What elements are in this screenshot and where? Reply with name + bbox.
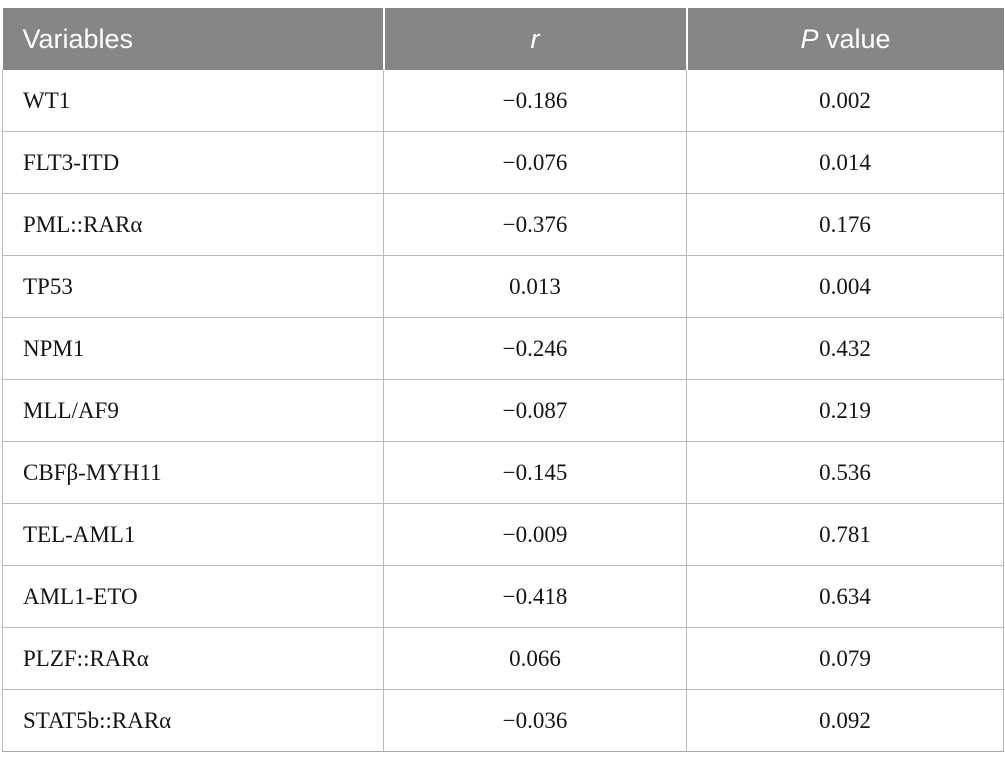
- cell-p-value: 0.004: [686, 255, 1004, 318]
- table-row: PML::RARα −0.376 0.176: [2, 193, 1004, 256]
- table-row: PLZF::RARα 0.066 0.079: [2, 627, 1004, 690]
- header-label-r: r: [530, 23, 540, 54]
- header-cell-p-value: P value: [685, 8, 1004, 70]
- header-cell-r: r: [382, 8, 687, 70]
- correlation-table: Variables r P value WT1 −0.186 0.002 FLT…: [2, 8, 1004, 752]
- cell-variable: PML::RARα: [2, 193, 384, 256]
- cell-variable: FLT3-ITD: [2, 131, 384, 194]
- header-cell-variables: Variables: [2, 8, 384, 70]
- table-row: STAT5b::RARα −0.036 0.092: [2, 689, 1004, 752]
- cell-variable: TEL-AML1: [2, 503, 384, 566]
- cell-variable: PLZF::RARα: [2, 627, 384, 690]
- cell-p-value: 0.014: [686, 131, 1004, 194]
- cell-r-value: −0.009: [383, 503, 687, 566]
- cell-variable: MLL/AF9: [2, 379, 384, 442]
- cell-variable: TP53: [2, 255, 384, 318]
- cell-r-value: 0.013: [383, 255, 687, 318]
- table-row: NPM1 −0.246 0.432: [2, 317, 1004, 380]
- table-row: MLL/AF9 −0.087 0.219: [2, 379, 1004, 442]
- cell-p-value: 0.092: [686, 689, 1004, 752]
- cell-r-value: 0.066: [383, 627, 687, 690]
- cell-p-value: 0.002: [686, 70, 1004, 132]
- header-label-value: value: [818, 23, 891, 54]
- table-row: WT1 −0.186 0.002: [2, 70, 1004, 132]
- cell-p-value: 0.536: [686, 441, 1004, 504]
- cell-p-value: 0.079: [686, 627, 1004, 690]
- cell-r-value: −0.186: [383, 70, 687, 132]
- cell-r-value: −0.246: [383, 317, 687, 380]
- header-row: Variables r P value: [2, 8, 1004, 70]
- table-body: WT1 −0.186 0.002 FLT3-ITD −0.076 0.014 P…: [2, 70, 1004, 752]
- table-row: TP53 0.013 0.004: [2, 255, 1004, 318]
- cell-variable: NPM1: [2, 317, 384, 380]
- cell-p-value: 0.219: [686, 379, 1004, 442]
- table-row: TEL-AML1 −0.009 0.781: [2, 503, 1004, 566]
- cell-variable: AML1-ETO: [2, 565, 384, 628]
- cell-r-value: −0.036: [383, 689, 687, 752]
- table-row: FLT3-ITD −0.076 0.014: [2, 131, 1004, 194]
- table-header: Variables r P value: [2, 8, 1004, 70]
- cell-p-value: 0.432: [686, 317, 1004, 380]
- cell-r-value: −0.376: [383, 193, 687, 256]
- cell-r-value: −0.418: [383, 565, 687, 628]
- cell-p-value: 0.781: [686, 503, 1004, 566]
- cell-r-value: −0.076: [383, 131, 687, 194]
- table-row: CBFβ-MYH11 −0.145 0.536: [2, 441, 1004, 504]
- header-label-variables: Variables: [22, 23, 134, 54]
- cell-p-value: 0.176: [686, 193, 1004, 256]
- cell-p-value: 0.634: [686, 565, 1004, 628]
- table-row: AML1-ETO −0.418 0.634: [2, 565, 1004, 628]
- header-label-p: P: [800, 23, 819, 54]
- cell-r-value: −0.145: [383, 441, 687, 504]
- cell-r-value: −0.087: [383, 379, 687, 442]
- cell-variable: WT1: [2, 70, 384, 132]
- cell-variable: CBFβ-MYH11: [2, 441, 384, 504]
- cell-variable: STAT5b::RARα: [2, 689, 384, 752]
